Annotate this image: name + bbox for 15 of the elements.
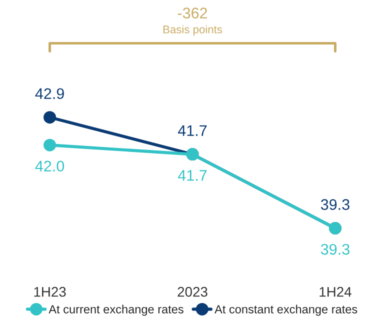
data-label: 41.7: [178, 125, 207, 136]
text: -362: [178, 8, 208, 18]
data-label: 42.0: [35, 160, 64, 172]
x-tick-label: 1H23: [34, 286, 66, 297]
data-label: 41.7: [178, 170, 207, 181]
x-tick-label: 1H24: [320, 286, 352, 297]
point: [44, 111, 56, 124]
legend-label: At constant exchange rates: [214, 304, 358, 316]
text: Basis points: [163, 25, 222, 36]
legend-label: At current exchange rates: [48, 304, 184, 316]
point: [44, 138, 56, 152]
data-label: 42.9: [35, 88, 64, 100]
x-tick-label: 2023: [178, 286, 208, 297]
data-label: 39.3: [320, 199, 350, 210]
data-label: 39.3: [320, 244, 350, 255]
